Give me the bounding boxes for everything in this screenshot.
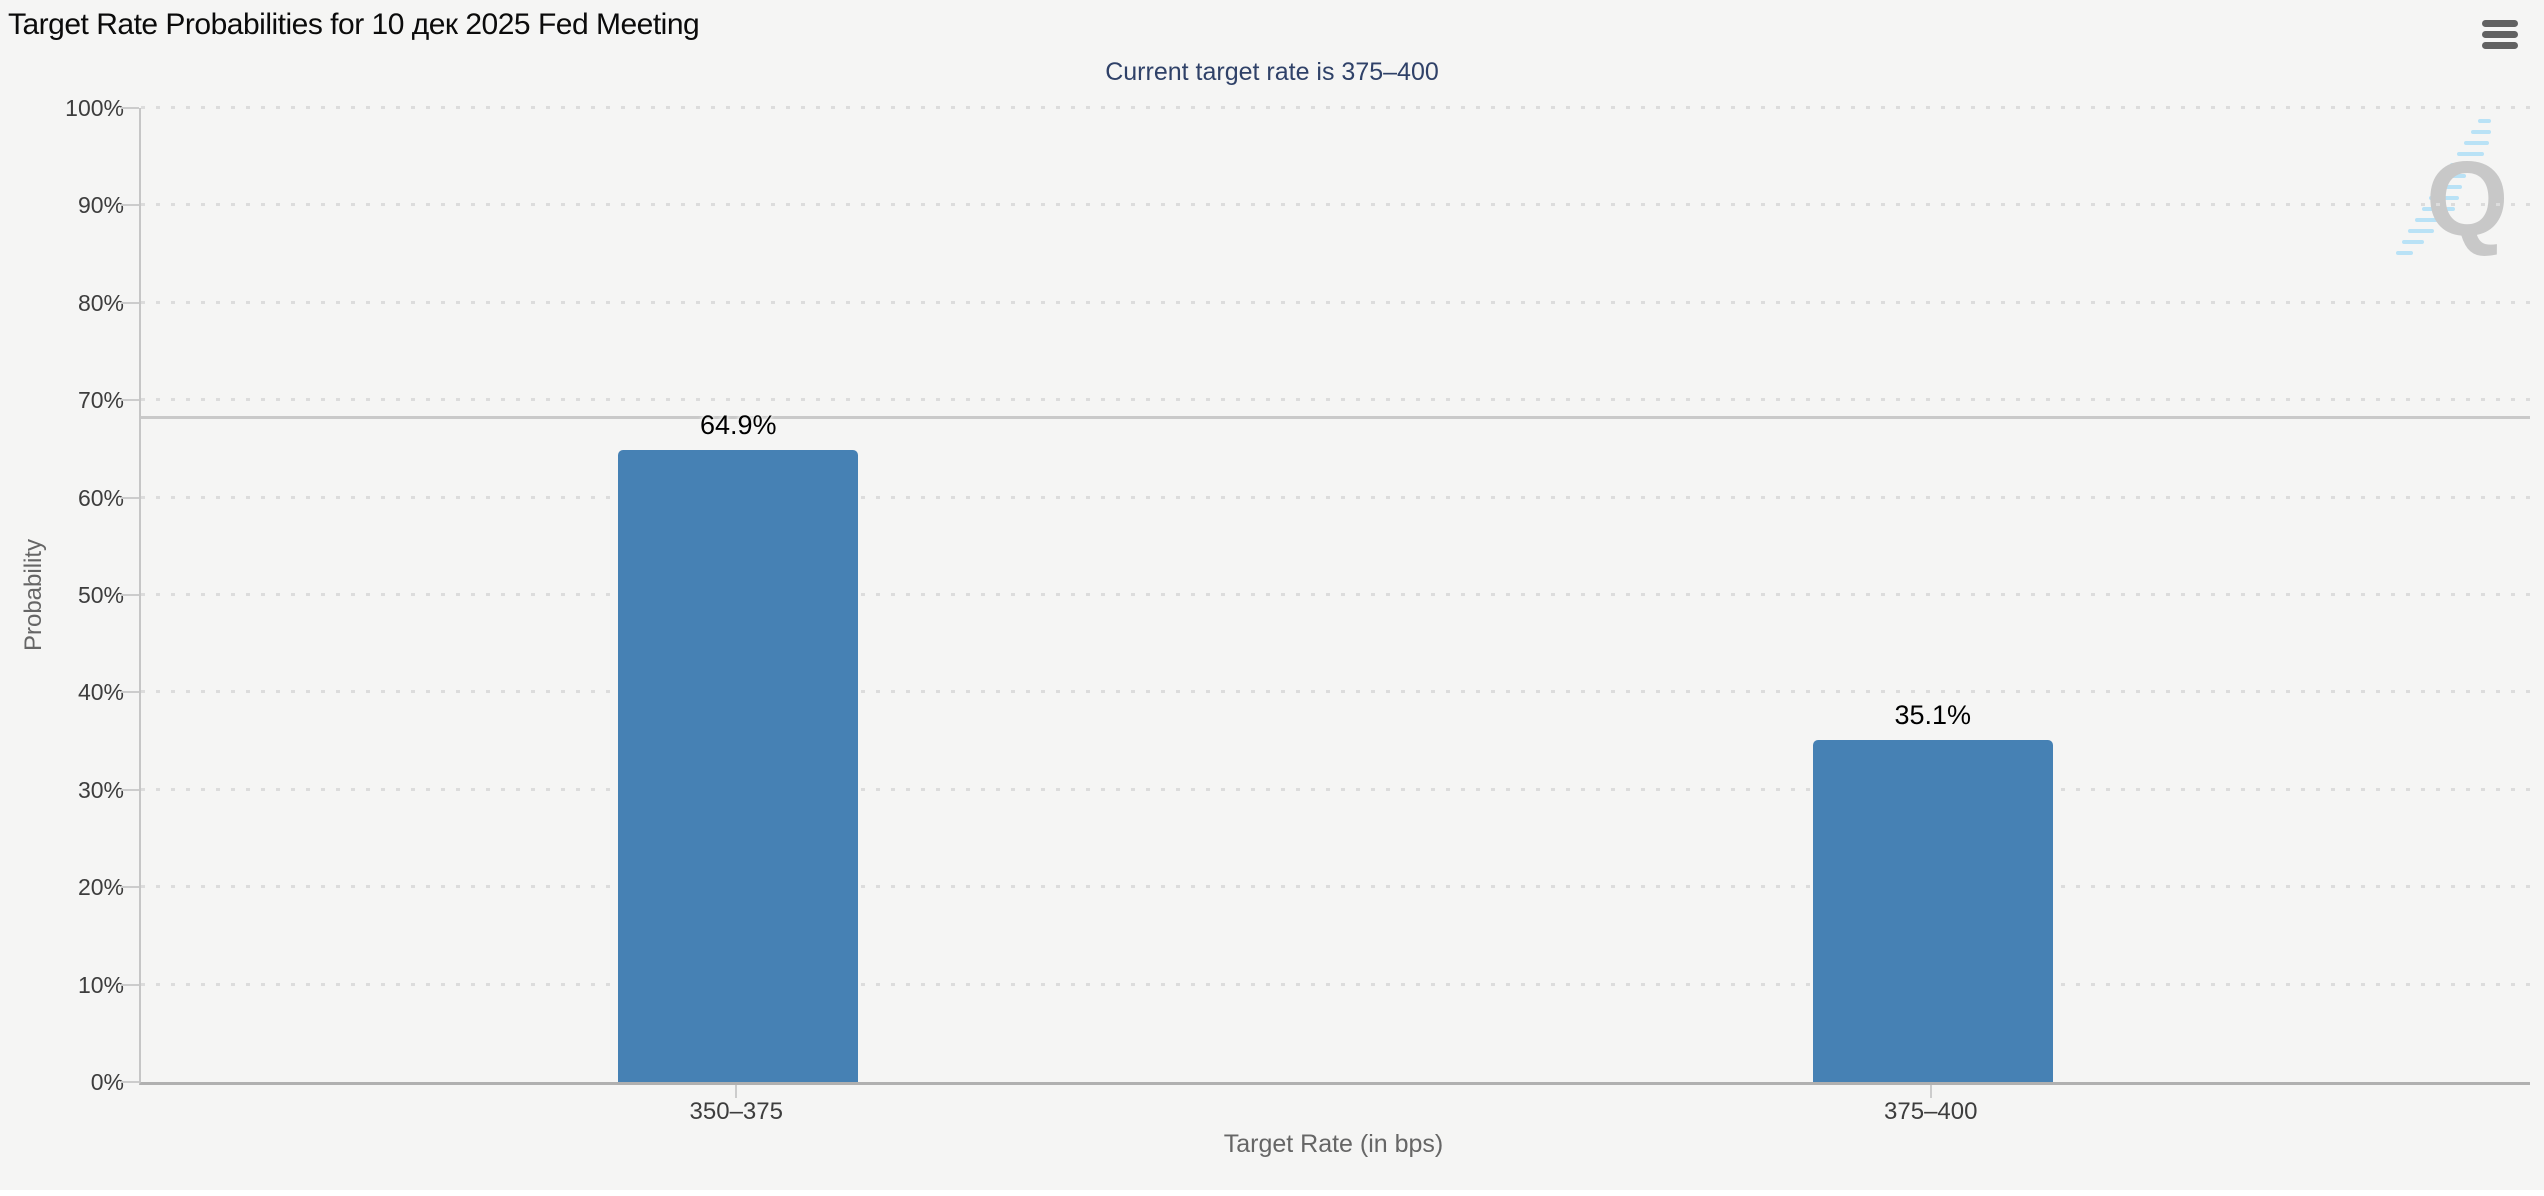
bar-350–375[interactable]	[618, 449, 859, 1082]
y-tick-mark	[121, 301, 139, 304]
y-tick-mark	[121, 983, 139, 986]
y-tick-label: 80%	[77, 289, 124, 316]
bar-375–400[interactable]	[1812, 740, 2053, 1082]
quikstrike-watermark-icon: Q	[2396, 119, 2508, 258]
y-tick-mark	[121, 788, 139, 791]
gridline-100	[141, 106, 2530, 109]
gridline-50	[141, 593, 2530, 596]
chart-title: Target Rate Probabilities for 10 дек 202…	[8, 8, 700, 41]
y-tick-label: 50%	[77, 582, 124, 608]
y-tick-mark	[121, 399, 139, 402]
watermark-letter: Q	[2426, 140, 2508, 258]
x-axis-category-label: 350–375	[689, 1098, 783, 1125]
y-tick-label: 70%	[77, 387, 124, 414]
x-tick-mark	[1929, 1085, 1932, 1098]
y-tick-mark	[121, 886, 139, 889]
gridline-30	[141, 787, 2530, 791]
y-tick-label: 100%	[65, 95, 124, 121]
y-tick-mark	[121, 1081, 139, 1083]
y-tick-label: 10%	[77, 971, 124, 998]
y-tick-mark	[121, 107, 139, 109]
gridline-20	[141, 885, 2530, 889]
y-tick-mark	[121, 594, 139, 596]
y-tick-mark	[121, 496, 139, 499]
chart-context-menu-button[interactable]	[2480, 14, 2518, 55]
y-tick-label: 90%	[77, 192, 124, 219]
chart-subtitle: Current target rate is 375–400	[1105, 58, 1439, 86]
x-tick-mark	[735, 1085, 738, 1098]
y-tick-mark	[121, 691, 139, 694]
bar-value-label: 64.9%	[699, 409, 777, 440]
gridline-60	[141, 495, 2530, 499]
gridline-70	[141, 398, 2530, 402]
y-tick-label: 60%	[77, 484, 124, 511]
plot-area: Q 64.9% 35.1%	[139, 106, 2530, 1085]
y-tick-label: 40%	[77, 679, 124, 706]
hamburger-menu-icon	[2482, 20, 2518, 49]
x-axis-title: Target Rate (in bps)	[1223, 1130, 1444, 1158]
gridline-80	[141, 300, 2530, 304]
bar-value-label: 35.1%	[1894, 700, 1972, 731]
reference-line	[141, 415, 2530, 419]
gridline-40	[141, 690, 2530, 694]
y-tick-mark	[121, 204, 139, 207]
y-tick-label: 0%	[90, 1069, 124, 1095]
y-tick-label: 20%	[77, 874, 124, 901]
gridline-90	[141, 203, 2530, 207]
gridline-10	[141, 982, 2530, 986]
y-tick-label: 30%	[77, 776, 124, 803]
x-axis-category-label: 375–400	[1884, 1098, 1978, 1125]
